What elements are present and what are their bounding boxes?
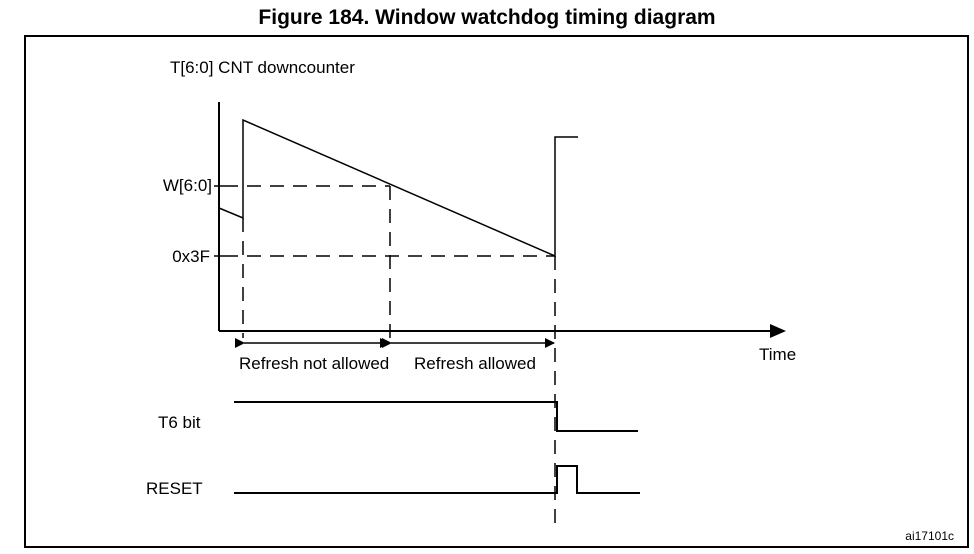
- figure-title: Figure 184. Window watchdog timing diagr…: [258, 6, 716, 29]
- refresh-not-allowed-label: Refresh not allowed: [239, 354, 389, 373]
- refresh-allowed-label: Refresh allowed: [414, 354, 536, 373]
- figure-reference-code: ai17101c: [905, 529, 954, 543]
- diagram-frame: [24, 35, 969, 548]
- x-axis-arrowhead: [770, 324, 786, 338]
- counter-waveform: [218, 118, 578, 258]
- t6-bit-label: T6 bit: [158, 413, 201, 432]
- x-axis-label: Time: [759, 345, 796, 364]
- reset-waveform: [234, 465, 640, 494]
- y-axis-label: T[6:0] CNT downcounter: [170, 58, 355, 77]
- threshold-level-label: 0x3F: [172, 247, 210, 266]
- t6-bit-waveform: [234, 401, 638, 432]
- window-level-label: W[6:0]: [163, 176, 212, 195]
- reset-label: RESET: [146, 479, 203, 498]
